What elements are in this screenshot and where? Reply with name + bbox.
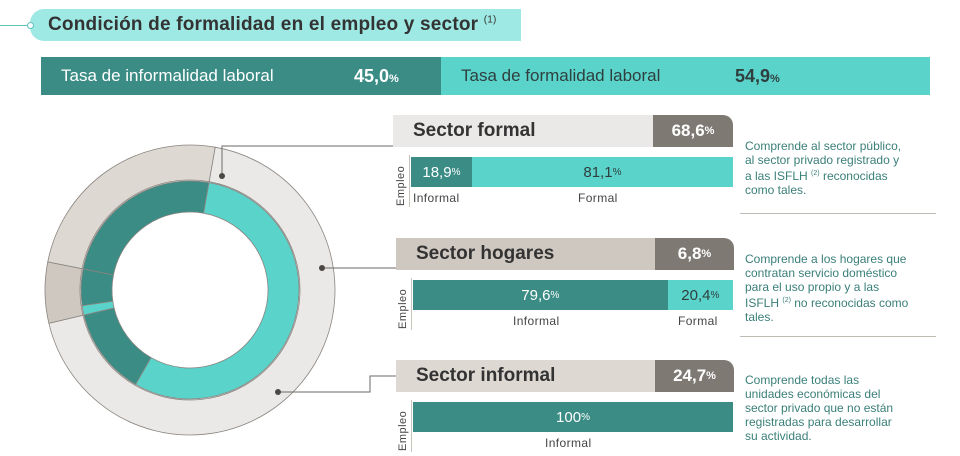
formality-rate-bar: Tasa de formalidad laboral 54,9% (441, 57, 930, 95)
sector-informal-pct: 24,7% (655, 360, 734, 392)
sector-informal-header: Sector informal 24,7% (396, 360, 734, 392)
title-dot-icon (27, 22, 34, 29)
sector-hogares-informal-bar: 79,6% (413, 280, 668, 310)
section-divider (740, 213, 936, 214)
employment-label: Empleo (397, 410, 409, 451)
sector-formal-informal-caption: Informal (413, 191, 460, 205)
page-title: Condición de formalidad en el empleo y s… (48, 14, 497, 35)
inner-slice-sector-formal-formal (135, 182, 300, 400)
leader-dot-icon (319, 265, 325, 271)
outer-slice-sector-formal (48, 146, 336, 436)
sector-hogares-informal-caption: Informal (513, 314, 560, 328)
title-banner (30, 9, 521, 41)
formality-rate-value: 54,9% (735, 65, 780, 86)
employment-label: Empleo (395, 165, 407, 206)
sector-formal-name: Sector formal (393, 115, 653, 147)
informality-rate-label: Tasa de informalidad laboral (61, 66, 274, 85)
outer-slice-sector-hogares (44, 261, 84, 324)
leader-dot-icon (275, 389, 281, 395)
sector-informal-informal-bar: 100% (413, 402, 733, 432)
sector-formal-description: Comprende al sector público, al sector p… (745, 139, 902, 197)
inner-slice-sector-hogares-informal (80, 268, 114, 307)
sector-informal-informal-caption: Informal (545, 436, 592, 450)
sector-informal-name: Sector informal (396, 360, 655, 392)
leader-dot-icon (219, 173, 225, 179)
section-divider (740, 336, 936, 337)
employment-label: Empleo (397, 288, 409, 329)
sector-hogares-header: Sector hogares 6,8% (396, 238, 734, 270)
sector-hogares-name: Sector hogares (396, 238, 655, 270)
sector-formal-header: Sector formal 68,6% (393, 115, 733, 147)
sector-hogares-pct: 6,8% (655, 238, 734, 270)
leader-line-informal (278, 375, 396, 393)
sector-informal-description: Comprende todas las unidades económicas … (745, 373, 894, 443)
title-connector-line (0, 25, 30, 26)
sector-formal-pct: 68,6% (653, 115, 733, 147)
formality-rate-label: Tasa de formalidad laboral (461, 66, 661, 85)
sector-hogares-formal-bar: 20,4% (667, 280, 733, 310)
leader-line-formal (221, 145, 393, 176)
employment-divider (409, 155, 410, 207)
sector-formal-formal-bar: 81,1% (471, 157, 733, 187)
informality-rate-bar: Tasa de informalidad laboral 45,0% (41, 57, 441, 95)
sector-hogares-formal-caption: Formal (678, 314, 718, 328)
sector-formal-formal-caption: Formal (578, 191, 618, 205)
sector-hogares-description: Comprende a los hogares que contratan se… (745, 252, 909, 324)
informality-rate-value: 45,0% (354, 65, 399, 86)
outer-slice-sector-informal (47, 144, 216, 270)
employment-divider (411, 400, 412, 452)
sector-formal-informal-bar: 18,9% (411, 157, 472, 187)
inner-slice-sector-informal-informal (82, 180, 210, 276)
employment-divider (411, 278, 412, 330)
